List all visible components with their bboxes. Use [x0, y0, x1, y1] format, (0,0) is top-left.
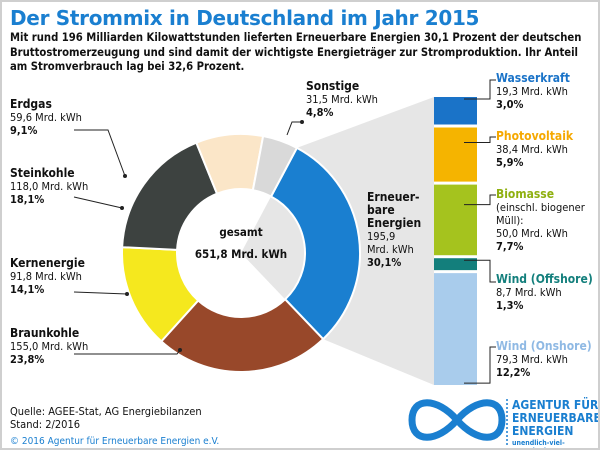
pct-braunkohle: 23,8% [10, 353, 45, 366]
pct-onshore: 12,2% [496, 366, 531, 379]
leader-dot [300, 120, 304, 124]
center-total: 651,8 Mrd. kWh [194, 247, 288, 261]
slice-sonstige [251, 134, 299, 198]
leader-line [286, 121, 302, 136]
amount-erneuerbare: 195,9 Mrd. kWh [367, 230, 414, 256]
amount-offshore: 8,7 Mrd. kWh [496, 286, 562, 299]
note-biomasse: (einschl. biogener Müll): [496, 201, 585, 227]
stand: Stand: 2/2016 [10, 418, 81, 431]
pct-steinkohle: 18,1% [10, 193, 45, 206]
label-erneuerbare: Erneuer- bare Energien [367, 190, 422, 230]
pct-photovoltaik: 5,9% [496, 156, 524, 169]
leader-dot [178, 348, 182, 352]
amount-biomasse: 50,0 Mrd. kWh [496, 227, 568, 240]
amount-erdgas: 59,6 Mrd. kWh [10, 111, 82, 124]
bar-wind-offshore- [434, 258, 477, 271]
intro-text: Mit rund 196 Milliarden Kilowattstunden … [10, 31, 582, 73]
label-steinkohle: Steinkohle [10, 166, 75, 180]
amount-braunkohle: 155,0 Mrd. kWh [10, 340, 89, 353]
slice-erneuerbare-energien [269, 146, 361, 341]
pct-kernenergie: 14,1% [10, 283, 45, 296]
pct-wasserkraft: 3,0% [496, 98, 524, 111]
label-sonstige: Sonstige [306, 79, 360, 93]
leader-dot [120, 206, 124, 210]
amount-onshore: 79,3 Mrd. kWh [496, 353, 568, 366]
bar-wind-onshore- [434, 273, 477, 385]
label-photovoltaik: Photovoltaik [496, 129, 574, 143]
source: Quelle: AGEE-Stat, AG Energiebilanzen [10, 405, 202, 418]
label-wasserkraft: Wasserkraft [496, 71, 570, 85]
pct-offshore: 1,3% [496, 299, 524, 312]
leader-line [73, 196, 123, 209]
label-braunkohle: Braunkohle [10, 326, 80, 340]
bar-leader-line [464, 79, 496, 100]
label-kernenergie: Kernenergie [10, 256, 85, 270]
pct-sonstige: 4,8% [306, 106, 334, 119]
logo-text: AGENTUR FÜR ERNEUERBARE ENERGIEN [512, 398, 600, 438]
slice-braunkohle [159, 297, 325, 373]
leader-line [73, 291, 128, 295]
label-erdgas: Erdgas [10, 97, 52, 111]
amount-sonstige: 31,5 Mrd. kWh [306, 93, 378, 106]
logo-url: unendlich-viel-energie.de [512, 439, 565, 448]
pct-biomasse: 7,7% [496, 240, 524, 253]
bar-leader-line [464, 346, 496, 384]
label-biomasse: Biomasse [496, 187, 555, 201]
bar-wasserkraft [434, 97, 477, 125]
bar-leader-line [464, 194, 496, 206]
amount-kernenergie: 91,8 Mrd. kWh [10, 270, 82, 283]
amount-wasserkraft: 19,3 Mrd. kWh [496, 85, 568, 98]
bar-leader-line [464, 259, 496, 283]
leader-dot [125, 292, 129, 296]
pct-erdgas: 9,1% [10, 124, 38, 137]
leader-dot [123, 174, 127, 178]
bar-leader-line [464, 136, 496, 144]
center-label: gesamt [219, 225, 263, 239]
bar-biomasse [434, 184, 477, 256]
label-offshore: Wind (Offshore) [496, 272, 593, 286]
page-title: Der Strommix in Deutschland im Jahr 2015 [10, 6, 480, 30]
amount-photovoltaik: 38,4 Mrd. kWh [496, 143, 568, 156]
leader-line [74, 129, 126, 177]
bar-photovoltaik [434, 127, 477, 182]
pct-erneuerbare: 30,1% [367, 256, 402, 269]
amount-steinkohle: 118,0 Mrd. kWh [10, 180, 89, 193]
copyright: © 2016 Agentur für Erneuerbare Energien … [10, 436, 220, 447]
label-onshore: Wind (Onshore) [496, 339, 592, 353]
